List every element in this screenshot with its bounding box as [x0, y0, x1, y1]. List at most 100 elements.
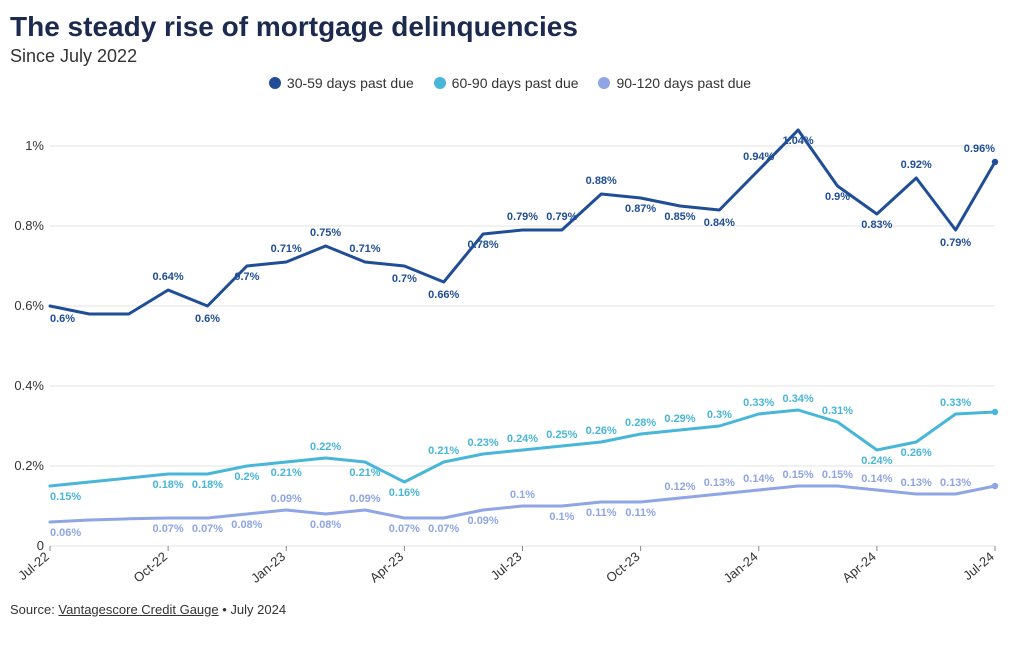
- svg-text:Jul-24: Jul-24: [960, 548, 997, 582]
- chart-area: 00.2%0.4%0.6%0.8%1%Jul-22Oct-22Jan-23Apr…: [10, 96, 1010, 596]
- svg-text:0.7%: 0.7%: [392, 273, 417, 285]
- svg-text:0.14%: 0.14%: [743, 473, 774, 485]
- svg-text:0.13%: 0.13%: [901, 477, 932, 489]
- svg-text:0.2%: 0.2%: [234, 471, 259, 483]
- svg-text:0.4%: 0.4%: [14, 378, 44, 393]
- legend-label-1: 30-59 days past due: [287, 75, 414, 91]
- legend-item-2: 60-90 days past due: [434, 75, 579, 91]
- svg-text:0.09%: 0.09%: [271, 493, 302, 505]
- svg-text:0.64%: 0.64%: [153, 271, 184, 283]
- svg-text:0.15%: 0.15%: [822, 469, 853, 481]
- svg-text:0.13%: 0.13%: [940, 477, 971, 489]
- svg-text:0.21%: 0.21%: [271, 467, 302, 479]
- source-suffix: • July 2024: [219, 602, 286, 617]
- svg-text:0.9%: 0.9%: [825, 191, 850, 203]
- legend-label-2: 60-90 days past due: [452, 75, 579, 91]
- svg-text:Oct-22: Oct-22: [131, 548, 171, 585]
- svg-text:0.6%: 0.6%: [195, 313, 220, 325]
- svg-text:0.11%: 0.11%: [586, 507, 617, 519]
- svg-text:0.06%: 0.06%: [50, 527, 81, 539]
- svg-text:0.1%: 0.1%: [510, 489, 535, 501]
- chart-title: The steady rise of mortgage delinquencie…: [10, 10, 1010, 44]
- svg-text:0.07%: 0.07%: [153, 523, 184, 535]
- svg-text:0.08%: 0.08%: [231, 519, 262, 531]
- svg-text:0.6%: 0.6%: [50, 313, 75, 325]
- svg-text:0.11%: 0.11%: [625, 507, 656, 519]
- svg-text:0.87%: 0.87%: [625, 203, 656, 215]
- svg-text:0.7%: 0.7%: [234, 271, 259, 283]
- svg-text:0.8%: 0.8%: [14, 218, 44, 233]
- svg-text:0.18%: 0.18%: [153, 479, 184, 491]
- svg-text:0.28%: 0.28%: [625, 417, 656, 429]
- svg-text:0.07%: 0.07%: [389, 523, 420, 535]
- svg-text:0.71%: 0.71%: [349, 243, 380, 255]
- svg-text:0.18%: 0.18%: [192, 479, 223, 491]
- svg-text:0.26%: 0.26%: [586, 425, 617, 437]
- svg-text:0.84%: 0.84%: [704, 217, 735, 229]
- svg-text:1%: 1%: [25, 138, 44, 153]
- svg-text:0.24%: 0.24%: [507, 433, 538, 445]
- svg-text:0.15%: 0.15%: [50, 491, 81, 503]
- svg-text:0.21%: 0.21%: [428, 445, 459, 457]
- svg-text:0.21%: 0.21%: [349, 467, 380, 479]
- source-link[interactable]: Vantagescore Credit Gauge: [58, 602, 218, 617]
- svg-text:0.33%: 0.33%: [743, 397, 774, 409]
- svg-text:0.31%: 0.31%: [822, 405, 853, 417]
- svg-text:0.14%: 0.14%: [861, 473, 892, 485]
- legend-swatch-2: [434, 77, 446, 89]
- svg-text:Apr-24: Apr-24: [839, 548, 879, 585]
- source-line: Source: Vantagescore Credit Gauge • July…: [10, 602, 1010, 617]
- svg-text:0.23%: 0.23%: [468, 437, 499, 449]
- svg-text:0.08%: 0.08%: [310, 519, 341, 531]
- svg-text:Jan-24: Jan-24: [721, 548, 761, 585]
- svg-text:0.85%: 0.85%: [664, 211, 695, 223]
- svg-text:0.88%: 0.88%: [586, 175, 617, 187]
- svg-text:0.29%: 0.29%: [664, 413, 695, 425]
- svg-text:Apr-23: Apr-23: [367, 548, 407, 585]
- chart-subtitle: Since July 2022: [10, 46, 1010, 67]
- svg-text:0.1%: 0.1%: [549, 511, 574, 523]
- svg-text:1.04%: 1.04%: [783, 135, 814, 147]
- svg-text:0.26%: 0.26%: [901, 447, 932, 459]
- svg-text:0.92%: 0.92%: [901, 159, 932, 171]
- svg-text:Oct-23: Oct-23: [603, 548, 643, 585]
- svg-text:0.83%: 0.83%: [861, 219, 892, 231]
- legend: 30-59 days past due 60-90 days past due …: [10, 75, 1010, 92]
- svg-text:0.94%: 0.94%: [743, 151, 774, 163]
- svg-text:0.13%: 0.13%: [704, 477, 735, 489]
- legend-item-1: 30-59 days past due: [269, 75, 414, 91]
- legend-item-3: 90-120 days past due: [598, 75, 751, 91]
- svg-text:0.71%: 0.71%: [271, 243, 302, 255]
- svg-text:0.34%: 0.34%: [783, 393, 814, 405]
- svg-text:Jul-23: Jul-23: [488, 548, 525, 582]
- svg-text:0.2%: 0.2%: [14, 458, 44, 473]
- svg-text:0.09%: 0.09%: [349, 493, 380, 505]
- svg-text:0.09%: 0.09%: [468, 515, 499, 527]
- svg-text:0.15%: 0.15%: [783, 469, 814, 481]
- svg-text:Jan-23: Jan-23: [248, 548, 288, 585]
- svg-text:0.96%: 0.96%: [964, 143, 995, 155]
- svg-text:Jul-22: Jul-22: [15, 548, 52, 582]
- svg-text:0.79%: 0.79%: [546, 211, 577, 223]
- chart-container: The steady rise of mortgage delinquencie…: [0, 0, 1020, 650]
- svg-text:0.6%: 0.6%: [14, 298, 44, 313]
- svg-text:0.33%: 0.33%: [940, 397, 971, 409]
- svg-text:0.07%: 0.07%: [428, 523, 459, 535]
- source-prefix: Source:: [10, 602, 58, 617]
- svg-text:0.66%: 0.66%: [428, 289, 459, 301]
- svg-text:0.25%: 0.25%: [546, 429, 577, 441]
- legend-swatch-1: [269, 77, 281, 89]
- line-chart-svg: 00.2%0.4%0.6%0.8%1%Jul-22Oct-22Jan-23Apr…: [10, 96, 1010, 596]
- svg-text:0.22%: 0.22%: [310, 441, 341, 453]
- svg-text:0.07%: 0.07%: [192, 523, 223, 535]
- svg-text:0.12%: 0.12%: [664, 481, 695, 493]
- svg-text:0.78%: 0.78%: [468, 239, 499, 251]
- svg-text:0.75%: 0.75%: [310, 227, 341, 239]
- legend-swatch-3: [598, 77, 610, 89]
- svg-text:0.16%: 0.16%: [389, 487, 420, 499]
- svg-text:0.79%: 0.79%: [507, 211, 538, 223]
- svg-text:0.79%: 0.79%: [940, 237, 971, 249]
- svg-text:0.3%: 0.3%: [707, 409, 732, 421]
- legend-label-3: 90-120 days past due: [616, 75, 751, 91]
- svg-text:0.24%: 0.24%: [861, 455, 892, 467]
